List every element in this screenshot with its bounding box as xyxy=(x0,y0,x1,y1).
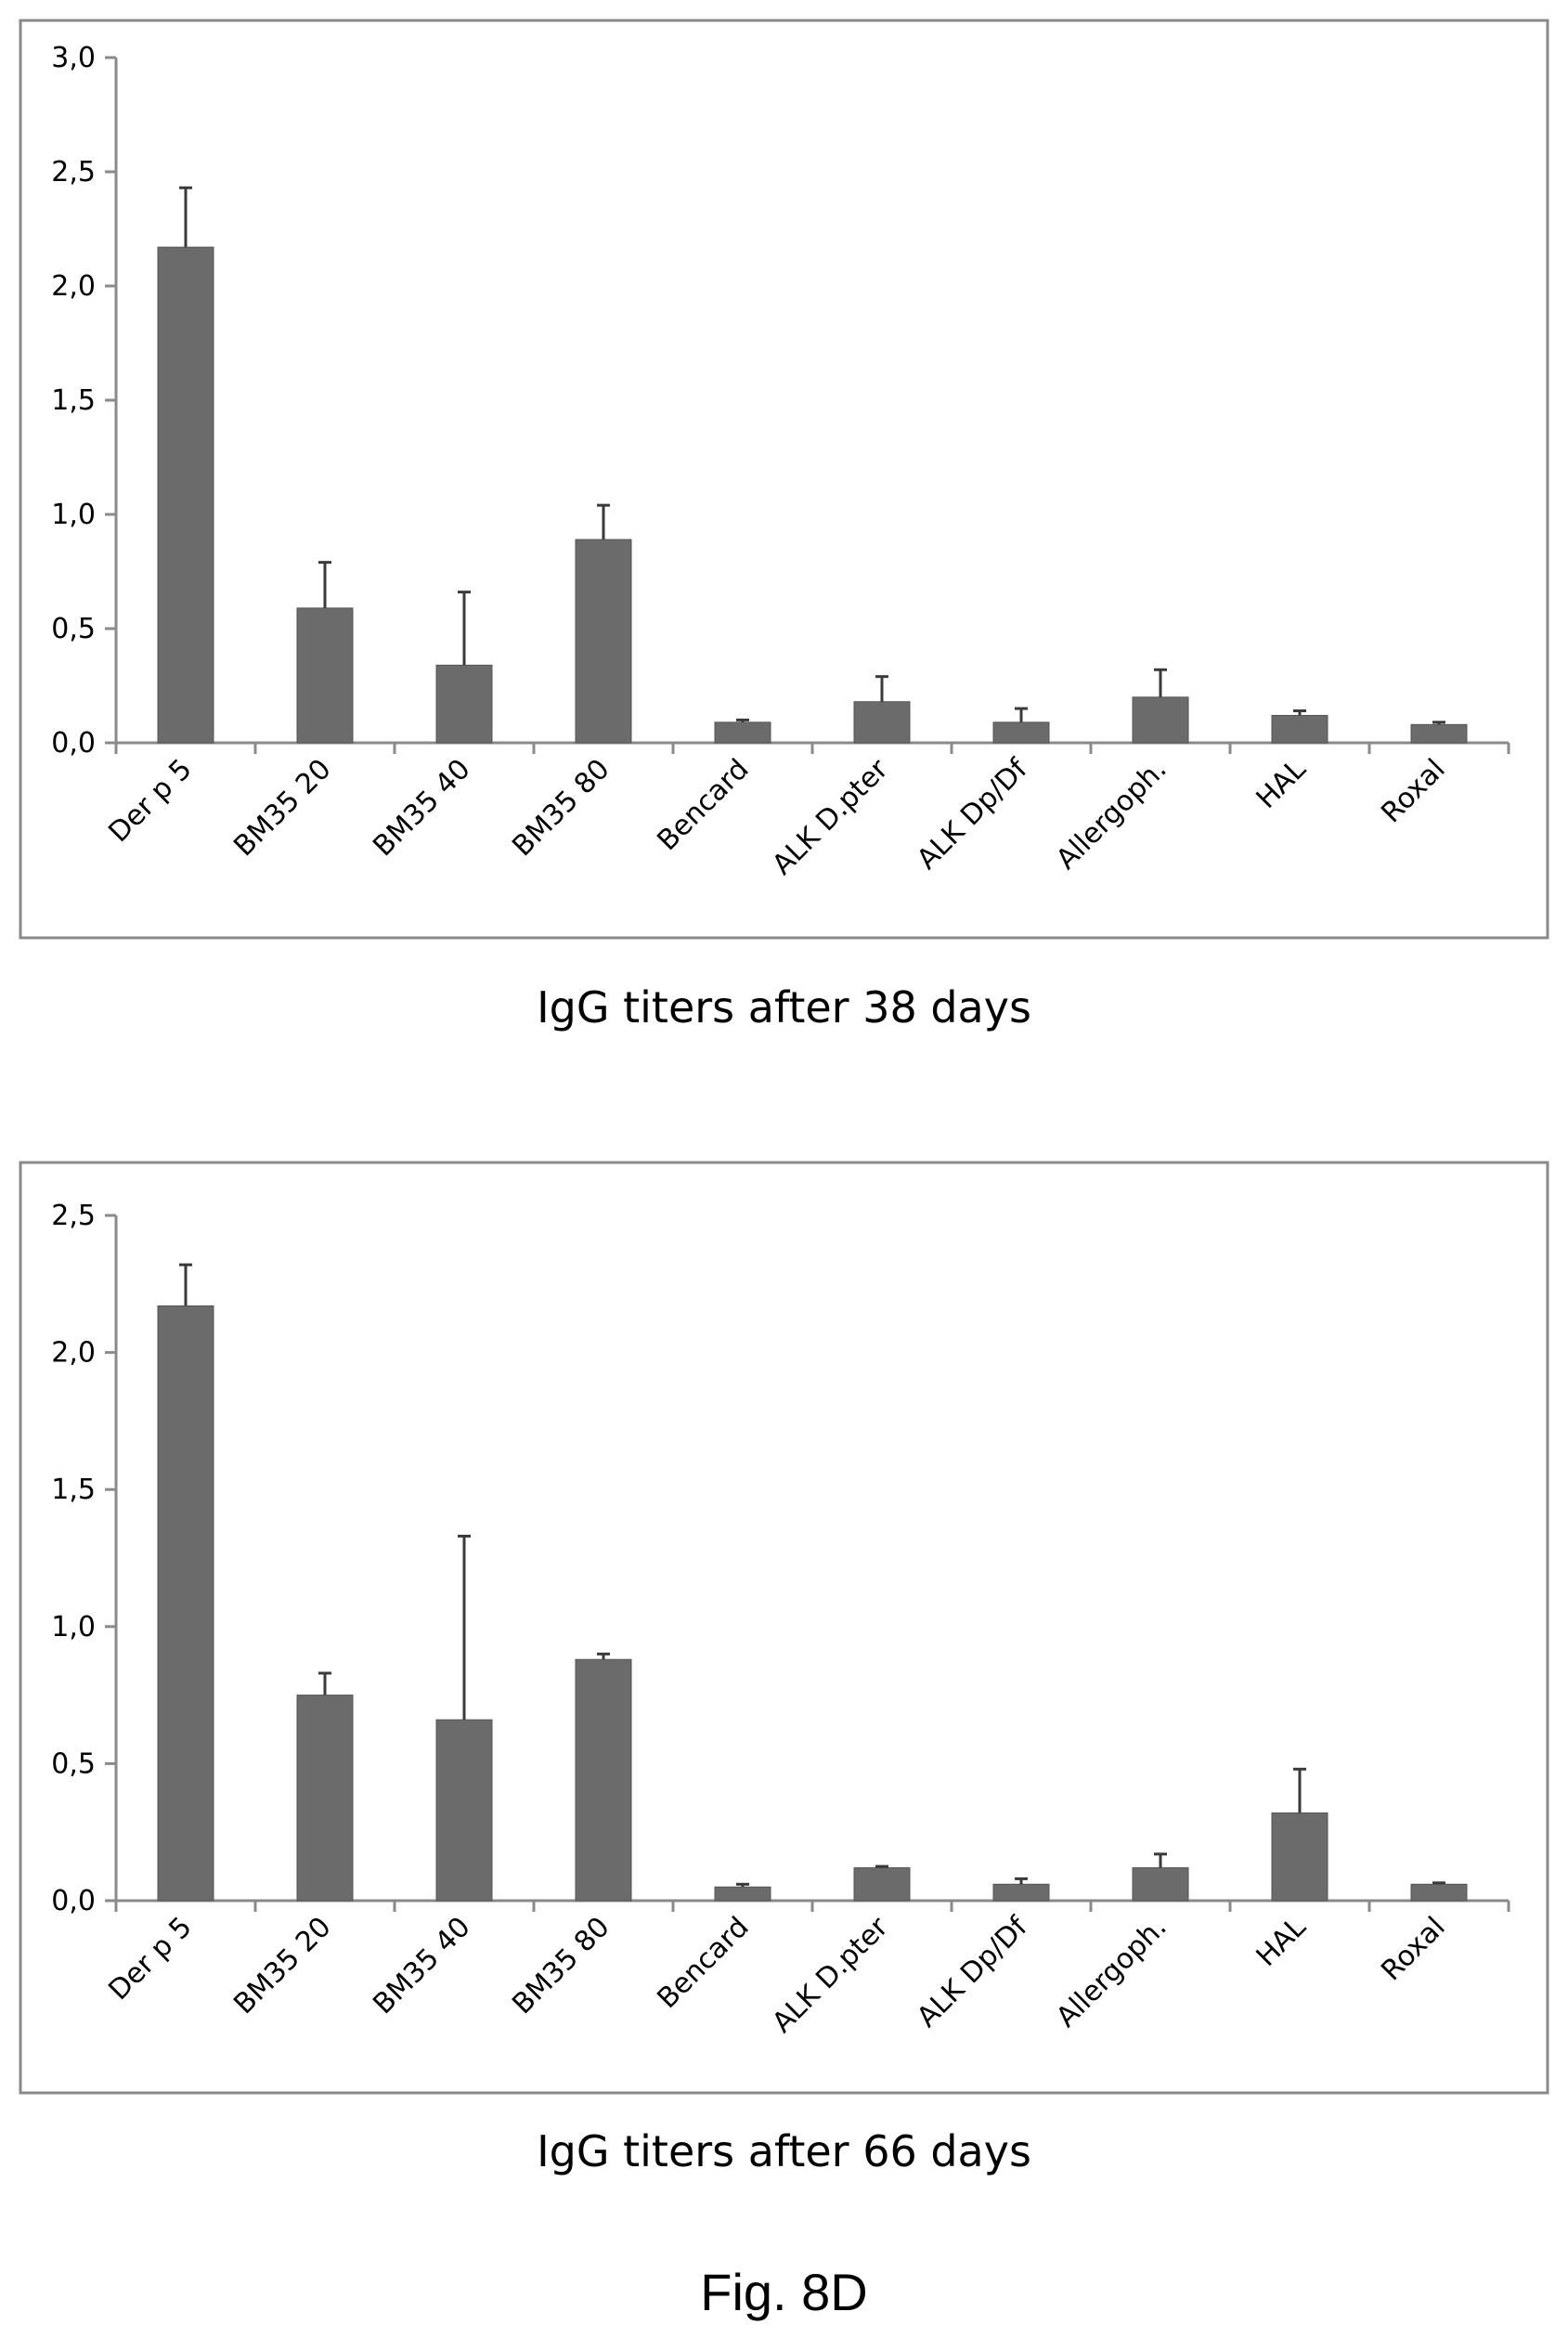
y-tick-label: 0,5 xyxy=(51,613,96,645)
y-tick-label: 1,0 xyxy=(51,499,96,531)
bar xyxy=(435,1719,493,1902)
x-tick-label: Der p 5 xyxy=(102,753,198,849)
figure-label: Fig. 8D xyxy=(700,2263,868,2321)
bar xyxy=(1132,1867,1189,1902)
chart-frame xyxy=(19,19,1549,940)
chart-2-caption: IgG titers after 66 days xyxy=(537,2126,1031,2176)
x-tick-label: BM35 20 xyxy=(227,1911,337,2020)
x-tick-label: Bencard xyxy=(651,1911,755,2015)
chart-frame xyxy=(19,1161,1549,2095)
bar xyxy=(575,539,632,744)
x-tick-label: Roxal xyxy=(1375,1911,1451,1987)
bar xyxy=(435,664,493,744)
bar xyxy=(1410,723,1468,744)
x-tick-label: HAL xyxy=(1251,1911,1313,1973)
y-tick-label: 1,5 xyxy=(51,1474,96,1506)
bar xyxy=(296,1695,354,1902)
x-tick-label: Roxal xyxy=(1375,753,1451,829)
bar xyxy=(296,607,354,744)
bar xyxy=(1410,1883,1468,1902)
x-tick-label: HAL xyxy=(1251,753,1313,815)
bar xyxy=(1132,696,1189,744)
bar xyxy=(714,1886,771,1902)
bar xyxy=(714,721,771,744)
bar xyxy=(1271,714,1328,744)
bar xyxy=(992,1883,1050,1902)
x-tick-label: BM35 40 xyxy=(367,1911,476,2020)
bar xyxy=(575,1658,632,1902)
y-tick-label: 1,5 xyxy=(51,384,96,417)
y-tick-label: 0,0 xyxy=(51,727,96,760)
chart-panel-2: 0,0 0,5 1,0 1,5 2,0 2,5 Der p 5 BM35 20 BM35 40 B… xyxy=(0,1142,1568,2256)
y-tick-label: 1,0 xyxy=(51,1611,96,1643)
bar xyxy=(1271,1812,1328,1902)
x-tick-label: BM35 80 xyxy=(506,753,616,863)
y-tick-label: 2,5 xyxy=(51,156,96,188)
x-tick-label: Der p 5 xyxy=(102,1911,198,2007)
y-tick-label: 2,0 xyxy=(51,1337,96,1370)
x-tick-label: Allergoph. xyxy=(1050,1911,1173,2034)
x-tick-label: ALK Dp/Df xyxy=(911,752,1034,876)
bar xyxy=(157,246,214,744)
x-tick-label: BM35 80 xyxy=(506,1911,616,2020)
bar-chart-1: 0,0 0,5 1,0 1,5 2,0 2,5 3,0 Der p 5 BM35 20 BM35 … xyxy=(19,19,1549,940)
x-tick-label: BM35 40 xyxy=(367,753,476,863)
y-tick-label: 2,5 xyxy=(51,1200,96,1232)
x-tick-label: ALK D.pter xyxy=(766,752,895,881)
x-tick-label: Bencard xyxy=(651,753,755,857)
chart-panel-1: 0,0 0,5 1,0 1,5 2,0 2,5 3,0 Der p 5 BM35 20 BM35 … xyxy=(0,0,1568,1114)
chart-1-caption: IgG titers after 38 days xyxy=(537,982,1031,1033)
bar-chart-2: 0,0 0,5 1,0 1,5 2,0 2,5 Der p 5 BM35 20 BM35 40 B… xyxy=(19,1161,1549,2095)
x-tick-label: Allergoph. xyxy=(1050,753,1173,877)
bar xyxy=(853,1867,911,1902)
bar xyxy=(992,721,1050,744)
y-tick-label: 2,0 xyxy=(51,270,96,303)
bar xyxy=(853,701,911,744)
x-tick-label: ALK D.pter xyxy=(766,1910,895,2039)
y-tick-label: 3,0 xyxy=(51,42,96,74)
x-tick-label: BM35 20 xyxy=(227,753,337,863)
y-tick-label: 0,0 xyxy=(51,1885,96,1917)
y-tick-label: 0,5 xyxy=(51,1747,96,1780)
x-tick-label: ALK Dp/Df xyxy=(911,1910,1034,2033)
bar xyxy=(157,1305,214,1902)
